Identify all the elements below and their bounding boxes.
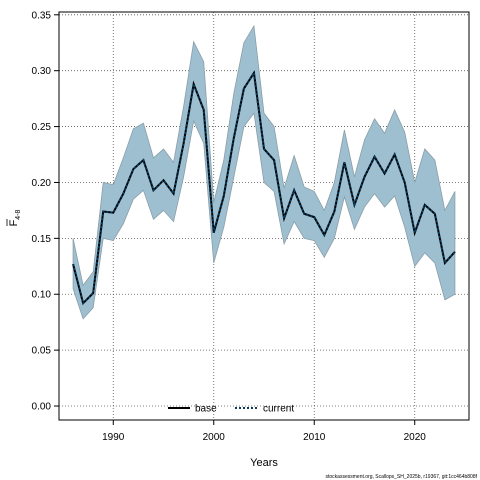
y-axis: 0.00 0.05 0.10 0.15 0.20 0.25 0.30 0.35 (32, 10, 59, 413)
x-axis-label: Years (250, 457, 278, 469)
y-tick-label: 0.35 (32, 10, 52, 21)
x-tick-label: 1990 (102, 432, 125, 443)
y-tick-label: 0.10 (32, 290, 52, 301)
y-tick-label: 0.15 (32, 234, 52, 245)
y-tick-label: 0.20 (32, 178, 52, 189)
y-axis-label-sub: 4-8 (15, 209, 22, 219)
legend-label-current: current (263, 404, 294, 415)
svg-text:F4-8: F4-8 (8, 209, 22, 226)
x-axis: 1990 2000 2010 2020 (102, 420, 426, 443)
x-tick-label: 2000 (203, 432, 226, 443)
series-line-current (72, 70, 456, 306)
footnote: stockassessment.org, Scallops_SH_2025b, … (326, 474, 478, 480)
x-tick-label: 2010 (303, 432, 326, 443)
y-axis-label: F4-8 (6, 209, 22, 226)
plot-frame (58, 11, 470, 421)
legend: base current (168, 404, 294, 415)
y-tick-label: 0.25 (32, 122, 52, 133)
y-tick-label: 0.30 (32, 66, 52, 77)
series-lines (72, 70, 456, 306)
y-tick-label: 0.05 (32, 346, 52, 357)
y-tick-label: 0.00 (32, 402, 52, 413)
x-tick-label: 2020 (404, 432, 427, 443)
y-axis-label-main: F (8, 219, 20, 226)
legend-label-base: base (195, 404, 217, 415)
confidence-band (72, 24, 456, 320)
